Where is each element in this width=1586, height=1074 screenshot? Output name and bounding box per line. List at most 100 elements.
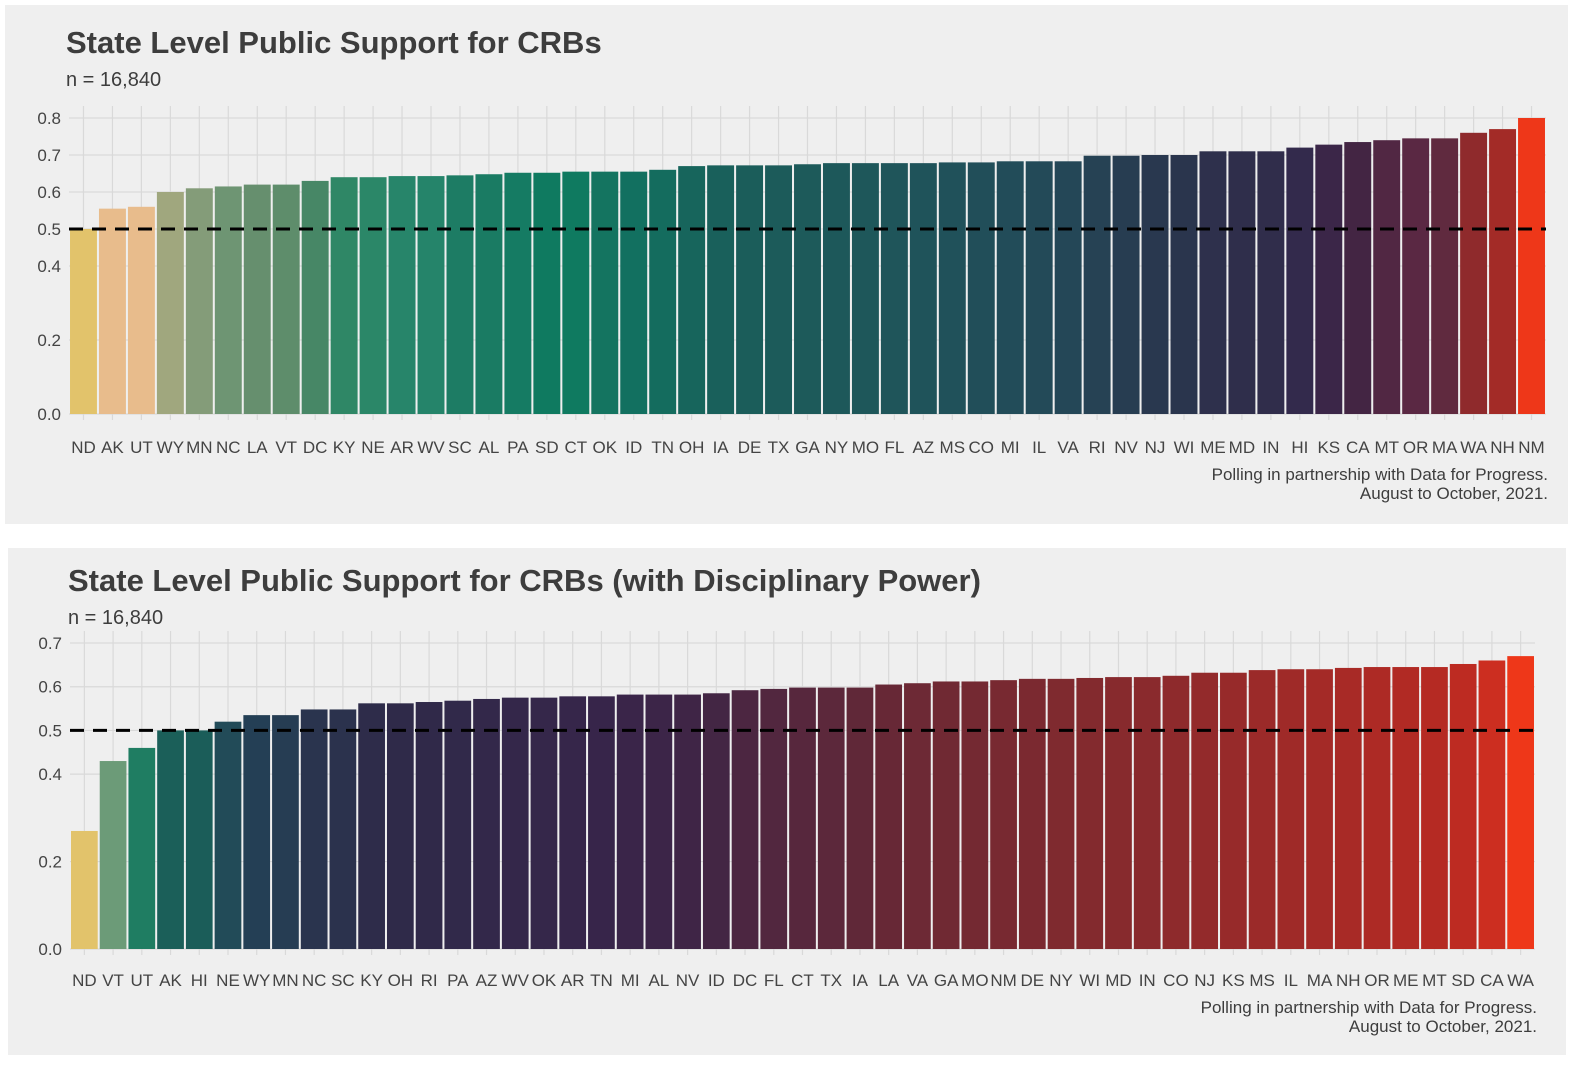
- bar-dc: [731, 690, 759, 949]
- x-tick-label: TN: [590, 971, 613, 990]
- bar-ct: [562, 171, 590, 414]
- x-tick-label: IN: [1139, 971, 1156, 990]
- x-tick-label: KY: [360, 971, 383, 990]
- bar-wv: [417, 176, 445, 414]
- bar-mt: [1373, 140, 1401, 414]
- bar-ma: [1306, 669, 1333, 949]
- chart-subtitle: n = 16,840: [68, 607, 164, 629]
- y-tick-label: 0.8: [37, 109, 61, 128]
- x-tick-label: NJ: [1194, 971, 1215, 990]
- x-tick-label: IA: [713, 438, 730, 457]
- y-tick-label: 0.4: [38, 765, 62, 784]
- chart-caption: Polling in partnership with Data for Pro…: [1201, 998, 1537, 1036]
- bar-nv: [1112, 155, 1140, 415]
- x-tick-label: DE: [1020, 971, 1044, 990]
- bar-ca: [1478, 660, 1506, 949]
- x-tick-label: IL: [1284, 971, 1298, 990]
- x-tick-label: VT: [275, 438, 297, 457]
- bar-ct: [789, 687, 816, 949]
- x-axis: ND AK UT WY MN NC LA VT DC KY NE AR WV SC AL PA SD CT OK ID…: [71, 438, 1545, 457]
- bar-ok: [591, 171, 619, 414]
- bar-in: [1257, 151, 1285, 415]
- x-tick-label: FL: [884, 438, 904, 457]
- bar-nd: [71, 830, 98, 949]
- x-tick-label: SD: [535, 438, 559, 457]
- x-tick-label: WY: [157, 438, 184, 457]
- x-tick-label: NE: [216, 971, 240, 990]
- bar-md: [1105, 677, 1132, 949]
- y-tick-label: 0.7: [38, 634, 62, 653]
- bar-vt: [99, 761, 127, 949]
- bar-ri: [415, 702, 443, 949]
- x-tick-label: AR: [390, 438, 414, 457]
- x-tick-label: MA: [1432, 438, 1458, 457]
- x-tick-label: WV: [417, 438, 445, 457]
- caption-line-date: August to October, 2021.: [1359, 484, 1548, 503]
- x-tick-label: DE: [738, 438, 762, 457]
- bar-nc: [214, 186, 242, 414]
- x-tick-label: AL: [479, 438, 500, 457]
- bar-de: [736, 165, 764, 414]
- x-tick-label: PA: [507, 438, 529, 457]
- bar-pa: [504, 172, 532, 414]
- x-tick-label: KS: [1222, 971, 1245, 990]
- bar-la: [243, 184, 271, 414]
- x-tick-label: MS: [1249, 971, 1275, 990]
- bar-ut: [128, 747, 156, 949]
- x-tick-label: WV: [502, 971, 530, 990]
- bar-az: [909, 163, 937, 414]
- bar-nh: [1334, 667, 1362, 949]
- x-tick-label: MI: [621, 971, 640, 990]
- bar-nj: [1191, 672, 1219, 949]
- x-axis: ND VT UT AK HI NE WY MN NC SC KY OH RI PA AZ WV OK AR TN MI…: [72, 971, 1535, 990]
- bar-mi: [616, 694, 644, 949]
- bar-mt: [1421, 667, 1448, 949]
- x-tick-label: UT: [130, 438, 153, 457]
- bar-ar: [559, 696, 587, 949]
- bar-ma: [1431, 138, 1459, 414]
- x-tick-label: TX: [768, 438, 790, 457]
- x-tick-label: IL: [1032, 438, 1046, 457]
- x-tick-label: DC: [303, 438, 328, 457]
- bar-id: [702, 693, 730, 949]
- y-tick-label: 0.5: [38, 721, 62, 740]
- x-tick-label: ID: [625, 438, 642, 457]
- bar-wa: [1460, 132, 1488, 415]
- x-tick-label: NM: [1518, 438, 1544, 457]
- bar-wy: [243, 715, 271, 949]
- bar-nd: [70, 229, 97, 414]
- x-tick-label: MO: [961, 971, 988, 990]
- bar-ak: [157, 730, 184, 949]
- x-tick-label: AK: [101, 438, 124, 457]
- bar-nc: [300, 709, 328, 949]
- x-tick-label: WI: [1174, 438, 1195, 457]
- chart-title: State Level Public Support for CRBs (wit…: [68, 563, 981, 598]
- x-tick-label: WA: [1507, 971, 1534, 990]
- x-tick-label: AZ: [912, 438, 934, 457]
- bar-ri: [1083, 155, 1111, 415]
- x-tick-label: VA: [907, 971, 929, 990]
- y-tick-label: 0.0: [37, 405, 61, 424]
- x-tick-label: SC: [448, 438, 472, 457]
- y-tick-label: 0.2: [37, 331, 61, 350]
- bar-ks: [1315, 144, 1343, 414]
- bar-wi: [1076, 677, 1104, 949]
- bar-ks: [1220, 672, 1247, 949]
- bar-tx: [765, 165, 793, 414]
- chart-title: State Level Public Support for CRBs: [66, 25, 602, 60]
- x-tick-label: WA: [1460, 438, 1487, 457]
- x-tick-label: LA: [878, 971, 899, 990]
- x-tick-label: MD: [1229, 438, 1255, 457]
- x-tick-label: OH: [679, 438, 705, 457]
- y-tick-label: 0.0: [38, 940, 62, 959]
- x-tick-label: AR: [561, 971, 585, 990]
- y-tick-label: 0.2: [38, 853, 62, 872]
- bar-al: [475, 174, 503, 414]
- x-tick-label: CO: [1163, 971, 1189, 990]
- x-tick-label: HI: [1291, 438, 1308, 457]
- bar-ok: [530, 697, 558, 949]
- bars: [70, 118, 1545, 415]
- bar-nh: [1489, 129, 1517, 414]
- bar-ms: [938, 162, 966, 414]
- bar-mn: [272, 715, 299, 949]
